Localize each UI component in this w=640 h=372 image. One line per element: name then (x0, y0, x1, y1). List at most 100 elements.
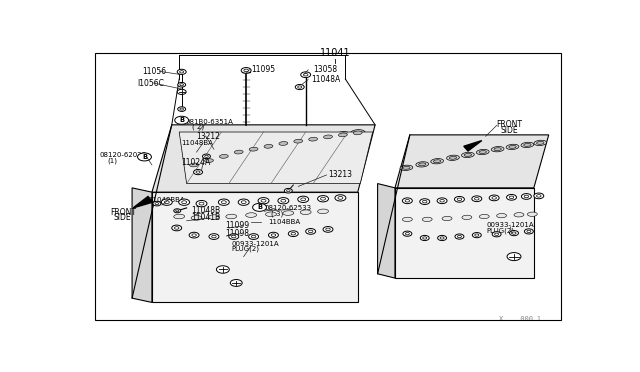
Polygon shape (395, 135, 548, 188)
Ellipse shape (400, 165, 413, 170)
Text: 11041: 11041 (320, 48, 351, 58)
Ellipse shape (308, 137, 317, 141)
Circle shape (177, 69, 186, 74)
Circle shape (298, 196, 308, 202)
Ellipse shape (403, 166, 410, 169)
Ellipse shape (419, 163, 426, 166)
Ellipse shape (191, 216, 202, 220)
Ellipse shape (234, 150, 243, 154)
Text: B: B (142, 154, 147, 160)
Circle shape (438, 235, 447, 241)
Circle shape (472, 196, 482, 202)
Text: 13212: 13212 (196, 132, 220, 141)
Ellipse shape (220, 154, 228, 158)
Circle shape (228, 234, 239, 240)
Circle shape (284, 189, 292, 193)
Text: 11024A: 11024A (182, 158, 211, 167)
Circle shape (258, 198, 269, 204)
Ellipse shape (449, 156, 457, 159)
Polygon shape (133, 196, 153, 208)
Ellipse shape (246, 146, 261, 153)
Ellipse shape (350, 130, 365, 136)
Text: 11048A: 11048A (312, 75, 341, 84)
Text: 11048B: 11048B (191, 206, 221, 215)
Ellipse shape (249, 147, 258, 151)
Ellipse shape (461, 152, 474, 158)
Ellipse shape (524, 144, 531, 146)
Circle shape (524, 229, 533, 234)
Circle shape (335, 195, 346, 201)
Text: 11048BA: 11048BA (182, 140, 214, 146)
Text: SIDE: SIDE (114, 214, 131, 222)
Circle shape (323, 227, 333, 232)
Circle shape (507, 253, 521, 261)
Circle shape (288, 231, 298, 237)
Polygon shape (152, 125, 375, 192)
Circle shape (178, 83, 186, 87)
Text: B: B (179, 117, 184, 123)
Ellipse shape (521, 142, 534, 148)
Ellipse shape (509, 145, 516, 148)
Circle shape (153, 201, 161, 206)
Ellipse shape (431, 158, 444, 164)
Circle shape (248, 234, 259, 240)
Text: I1056C: I1056C (137, 78, 164, 87)
Text: FRONT: FRONT (110, 208, 136, 217)
Ellipse shape (422, 217, 432, 221)
Circle shape (403, 231, 412, 236)
Text: 11056: 11056 (142, 67, 166, 76)
Circle shape (193, 170, 202, 175)
Circle shape (202, 154, 211, 158)
Ellipse shape (536, 141, 544, 144)
Ellipse shape (216, 153, 231, 160)
Circle shape (230, 279, 242, 286)
Polygon shape (179, 132, 372, 183)
Text: 00933-1201A: 00933-1201A (232, 241, 280, 247)
Circle shape (178, 107, 186, 111)
Circle shape (455, 234, 464, 239)
Ellipse shape (403, 217, 412, 221)
Text: 08120-62028: 08120-62028 (100, 152, 147, 158)
Circle shape (306, 228, 316, 234)
Text: 081B0-6351A: 081B0-6351A (186, 119, 234, 125)
Ellipse shape (464, 153, 472, 156)
Circle shape (173, 209, 180, 213)
Circle shape (175, 116, 189, 124)
Circle shape (403, 198, 412, 203)
Text: X    000 l: X 000 l (499, 317, 541, 323)
Ellipse shape (306, 136, 321, 142)
Ellipse shape (527, 212, 538, 217)
Circle shape (317, 196, 328, 202)
Circle shape (196, 201, 207, 207)
Ellipse shape (447, 155, 460, 160)
Ellipse shape (246, 213, 257, 217)
Ellipse shape (266, 212, 276, 217)
Text: 11048BBA: 11048BBA (148, 197, 184, 203)
Text: 11095: 11095 (251, 65, 275, 74)
Text: B: B (257, 204, 262, 210)
Ellipse shape (416, 162, 429, 167)
Circle shape (216, 266, 229, 273)
Circle shape (177, 89, 186, 94)
Polygon shape (132, 188, 152, 302)
Text: 00933-1201A: 00933-1201A (486, 222, 534, 228)
Circle shape (507, 195, 516, 200)
Ellipse shape (202, 157, 216, 164)
Circle shape (437, 198, 447, 203)
Ellipse shape (479, 214, 489, 219)
Circle shape (301, 72, 310, 78)
Ellipse shape (189, 163, 198, 167)
Circle shape (489, 195, 499, 201)
Text: 11041B: 11041B (191, 214, 221, 222)
Ellipse shape (479, 151, 486, 154)
Circle shape (238, 199, 249, 205)
Text: 08120-62533: 08120-62533 (264, 205, 312, 212)
Circle shape (509, 231, 518, 236)
Ellipse shape (231, 149, 246, 155)
Text: 13213: 13213 (328, 170, 352, 179)
Ellipse shape (276, 140, 291, 147)
Circle shape (138, 153, 152, 161)
Ellipse shape (291, 138, 306, 144)
Ellipse shape (442, 217, 452, 221)
Text: 13058: 13058 (313, 65, 337, 74)
